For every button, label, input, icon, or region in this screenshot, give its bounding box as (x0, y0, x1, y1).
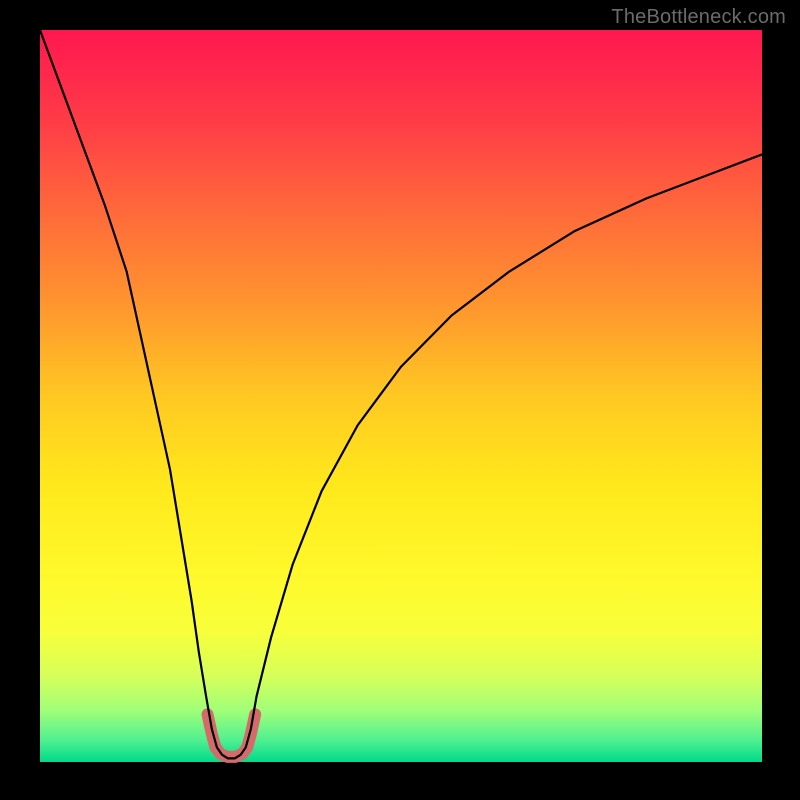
bottleneck-chart (0, 0, 800, 800)
chart-svg (0, 0, 800, 800)
watermark-text: TheBottleneck.com (611, 6, 786, 29)
